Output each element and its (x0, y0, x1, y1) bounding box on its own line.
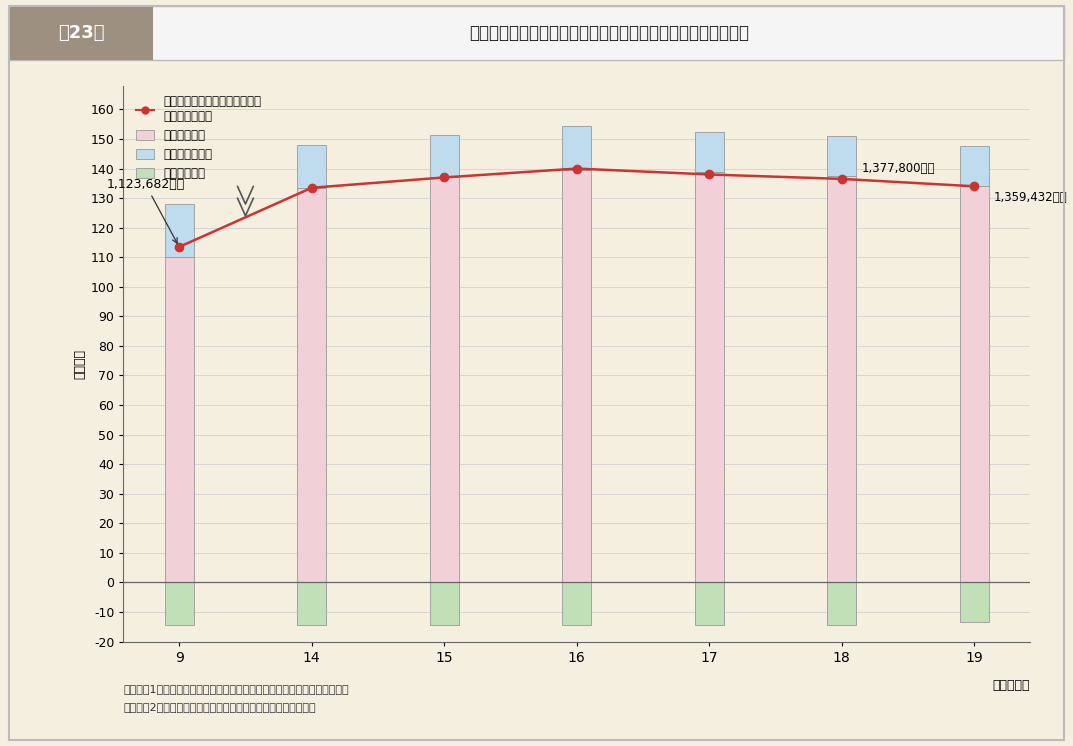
Bar (164, 583, 194, 625)
Bar (297, 583, 326, 625)
Bar (827, 583, 856, 625)
Text: 2　債務負担行為額は、翌年度以降支出予定額である。: 2 債務負担行為額は、翌年度以降支出予定額である。 (123, 702, 317, 712)
Text: 1,359,432億円: 1,359,432億円 (995, 191, 1068, 204)
Bar (694, 131, 724, 172)
Bar (297, 145, 326, 188)
Text: 地方債及び債務負担行為による実質的な将来の財政負担の推移: 地方債及び債務負担行為による実質的な将来の財政負担の推移 (469, 24, 749, 42)
Bar (562, 170, 591, 583)
Text: 第23図: 第23図 (58, 24, 104, 42)
Bar (562, 125, 591, 170)
Bar (959, 583, 989, 622)
Bar (827, 176, 856, 583)
Bar (959, 146, 989, 186)
Bar (694, 172, 724, 583)
Bar (164, 257, 194, 583)
Bar (297, 188, 326, 583)
Bar (827, 136, 856, 176)
Text: （注）　1　地方債現在高は、特定資金公共投資事業債を除いた額である。: （注） 1 地方債現在高は、特定資金公共投資事業債を除いた額である。 (123, 684, 349, 695)
Text: 1,377,800億円: 1,377,800億円 (862, 163, 936, 175)
Bar (959, 186, 989, 583)
Text: 1,123,682億円: 1,123,682億円 (106, 178, 185, 243)
Bar (562, 583, 591, 625)
Bar (694, 583, 724, 625)
Bar (429, 583, 459, 625)
Legend: 地方債現在高＋債務負担行為額
－積立金現在高, 地方債現在高, 債務負担行為額, 積立金現在高: 地方債現在高＋債務負担行為額 －積立金現在高, 地方債現在高, 債務負担行為額,… (132, 90, 266, 184)
Bar (429, 134, 459, 178)
Bar (429, 178, 459, 583)
Y-axis label: （兆円）: （兆円） (73, 348, 86, 379)
Text: （年度末）: （年度末） (993, 679, 1030, 692)
Bar (164, 204, 194, 257)
